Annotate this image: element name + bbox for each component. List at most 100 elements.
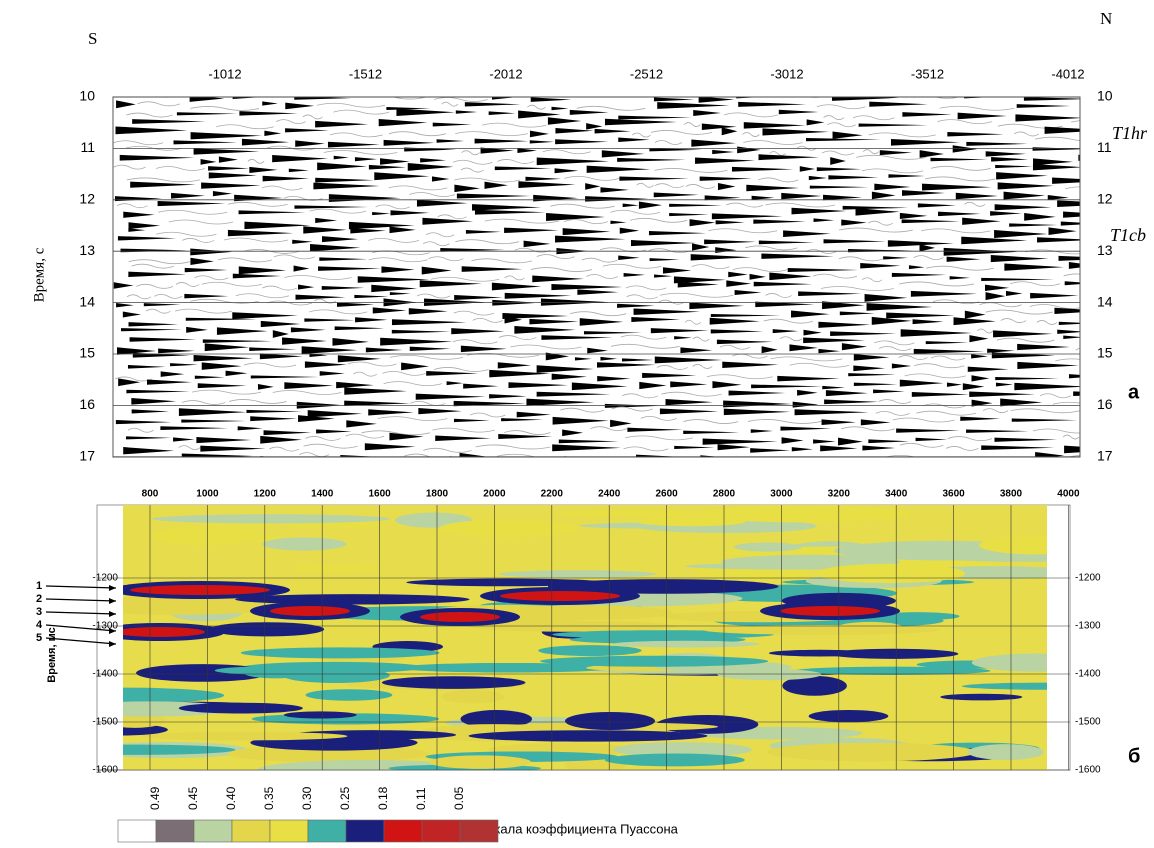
wiggle-line: [1010, 408, 1080, 414]
wiggle-line: [636, 182, 654, 188]
wiggle: [238, 266, 287, 275]
wiggle: [380, 337, 453, 346]
wiggle: [1017, 361, 1079, 369]
wiggle: [440, 248, 505, 252]
wiggle: [113, 456, 118, 457]
wiggle: [689, 302, 745, 310]
wiggle: [504, 292, 572, 299]
wiggle-line: [789, 362, 850, 368]
wiggle: [891, 363, 912, 369]
x-tick-label: 2600: [655, 489, 678, 500]
wiggle: [631, 316, 681, 322]
wiggle: [346, 420, 377, 428]
wiggle: [463, 383, 499, 389]
wiggle-line: [747, 419, 822, 424]
wiggle: [966, 141, 1028, 146]
wiggle: [665, 398, 713, 406]
wiggle: [674, 445, 715, 449]
wiggle-line: [868, 132, 936, 138]
wiggle: [587, 347, 608, 354]
wiggle: [821, 419, 856, 426]
wiggle: [869, 101, 928, 107]
wiggle: [900, 329, 973, 337]
wiggle: [298, 415, 335, 423]
wiggle: [842, 205, 909, 210]
wiggle-line: [284, 275, 352, 280]
wiggle: [862, 445, 896, 451]
wiggle-line: [744, 245, 798, 251]
wiggle: [917, 203, 956, 208]
wiggle-line: [430, 276, 500, 282]
wiggle: [952, 457, 1025, 462]
wiggle: [600, 356, 618, 361]
wiggle: [315, 120, 369, 128]
scale-tick-label: 0.25: [338, 786, 352, 810]
wiggle: [726, 280, 752, 287]
wiggle: [189, 97, 225, 102]
wiggle: [190, 132, 263, 140]
y-tick-label: 14: [79, 293, 95, 309]
wiggle-line: [964, 201, 986, 207]
wiggle: [728, 390, 786, 396]
wiggle-line: [621, 393, 659, 399]
wiggle: [710, 329, 764, 334]
wiggle: [794, 409, 869, 416]
wiggle-line: [168, 219, 234, 225]
wiggle: [617, 303, 655, 308]
wiggle: [208, 166, 250, 171]
wiggle-line: [114, 376, 152, 382]
wiggle-line: [904, 373, 966, 379]
wiggle: [915, 437, 948, 442]
wiggle: [969, 391, 1035, 398]
wiggle-line: [931, 165, 991, 171]
wiggle: [689, 219, 716, 227]
wiggle: [648, 231, 707, 236]
wiggle: [200, 445, 266, 452]
wiggle: [381, 266, 415, 273]
wiggle-line: [455, 131, 529, 137]
wiggle: [318, 266, 382, 271]
wiggle-line: [692, 364, 713, 369]
wiggle: [186, 326, 208, 333]
y-tick-label: 10: [79, 88, 95, 104]
wiggle-line: [156, 166, 205, 171]
wiggle: [955, 192, 998, 200]
wiggle: [823, 239, 886, 244]
wiggle: [389, 226, 416, 234]
y-tick-label: 11: [1097, 139, 1112, 155]
wiggle: [454, 294, 503, 301]
wiggle-line: [432, 427, 495, 433]
wiggle: [285, 128, 329, 133]
y-tick-label: 15: [79, 345, 95, 361]
wiggle: [642, 372, 697, 379]
wiggle: [344, 387, 407, 395]
poisson-blob: [282, 667, 390, 683]
wiggle: [401, 362, 430, 371]
wiggle: [1024, 212, 1056, 221]
wiggle: [132, 352, 191, 358]
wiggle: [879, 150, 913, 156]
wiggle: [533, 194, 579, 202]
wiggle: [855, 208, 900, 216]
wiggle-line: [982, 408, 1009, 414]
wiggle: [994, 230, 1048, 238]
wiggle-line: [217, 257, 273, 263]
wiggle-line: [743, 140, 803, 145]
wiggle-line: [926, 265, 994, 271]
wiggle-line: [496, 453, 567, 457]
wiggle: [709, 317, 760, 325]
wiggle-line: [484, 218, 559, 224]
wiggle: [295, 140, 325, 147]
wiggle: [886, 312, 955, 319]
wiggle: [455, 110, 478, 114]
wiggle: [558, 439, 619, 444]
wiggle-line: [388, 185, 448, 191]
wiggle: [803, 337, 866, 344]
wiggle: [997, 182, 1054, 190]
wiggle: [319, 371, 345, 376]
wiggle: [551, 373, 587, 380]
wiggle-line: [659, 292, 734, 298]
wiggle-line: [765, 293, 792, 298]
wiggle: [971, 399, 993, 407]
wiggle-line: [916, 410, 977, 416]
